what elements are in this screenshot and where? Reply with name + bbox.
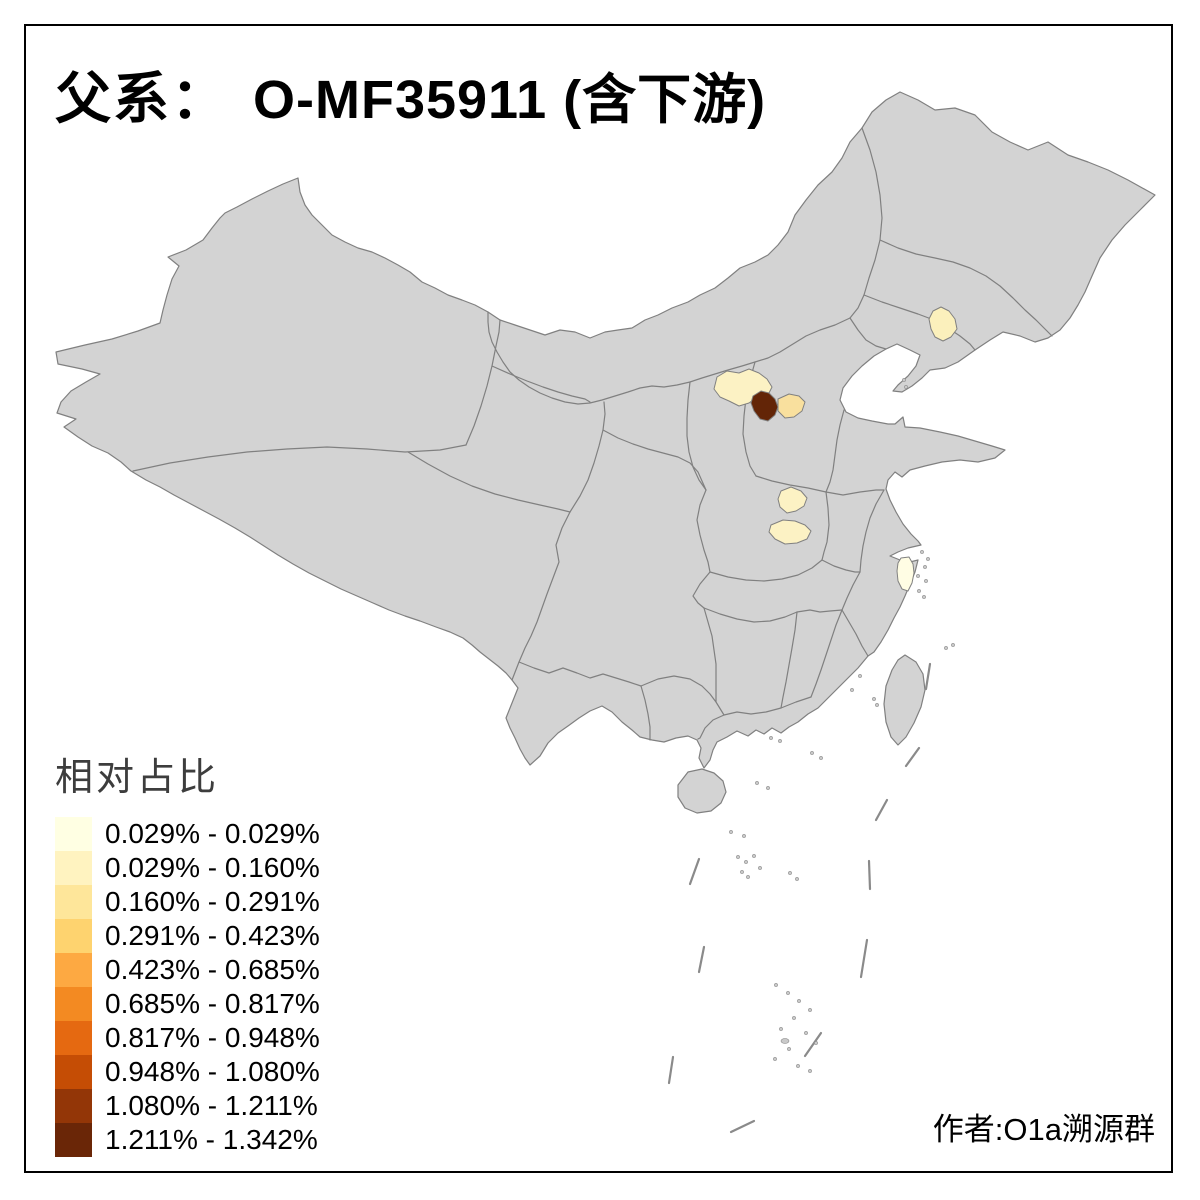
legend-label-1: 0.029% - 0.029%	[105, 818, 320, 849]
attribution: 作者:O1a溯源群	[932, 1112, 1155, 1147]
legend-label-10: 1.211% - 1.342%	[105, 1124, 318, 1155]
legend-swatch-1	[55, 817, 92, 851]
legend-swatch-3	[55, 885, 92, 919]
legend-label-2: 0.029% - 0.160%	[105, 852, 320, 883]
legend-swatch-4	[55, 919, 92, 953]
page-title: 父系： O-MF35911 (含下游)	[55, 54, 766, 135]
legend-label-7: 0.817% - 0.948%	[105, 1022, 320, 1053]
taiwan-island	[883, 654, 926, 746]
legend-swatch-10	[55, 1123, 92, 1157]
plot-frame	[24, 24, 1173, 1173]
legend-title: 相对占比	[55, 757, 220, 799]
legend-swatch-9	[55, 1089, 92, 1123]
legend-row: 0.160% - 0.291%	[55, 885, 320, 919]
legend-label-6: 0.685% - 0.817%	[105, 988, 320, 1019]
legend-row: 0.423% - 0.685%	[55, 953, 320, 987]
highlight-region-3	[777, 393, 806, 419]
nine-dash-line	[667, 662, 932, 1134]
legend-row: 0.817% - 0.948%	[55, 1021, 320, 1055]
legend-swatch-6	[55, 987, 92, 1021]
legend-label-9: 1.080% - 1.211%	[105, 1090, 318, 1121]
title-haplogroup: O-MF35911 (含下游)	[253, 70, 767, 130]
legend-row: 0.291% - 0.423%	[55, 919, 320, 953]
hainan-island	[677, 768, 727, 814]
legend-row: 0.029% - 0.160%	[55, 851, 320, 885]
highlight-region-4	[928, 306, 958, 342]
legend-row: 1.211% - 1.342%	[55, 1123, 320, 1157]
title-prefix: 父系：	[55, 69, 229, 131]
legend-row: 0.685% - 0.817%	[55, 987, 320, 1021]
legend-swatch-2	[55, 851, 92, 885]
offshore-islets	[729, 378, 955, 1073]
legend-swatch-7	[55, 1021, 92, 1055]
legend-label-4: 0.291% - 0.423%	[105, 920, 320, 951]
legend-swatch-8	[55, 1055, 92, 1089]
legend-swatch-5	[55, 953, 92, 987]
highlighted-regions	[713, 306, 958, 592]
legend-row: 0.029% - 0.029%	[55, 817, 320, 851]
highlight-region-2	[750, 390, 779, 422]
legend-row: 1.080% - 1.211%	[55, 1089, 320, 1123]
province-borders	[132, 127, 1053, 741]
highlight-region-5	[777, 486, 808, 514]
highlight-region-6	[768, 519, 812, 545]
legend-label-5: 0.423% - 0.685%	[105, 954, 320, 985]
legend-label-8: 0.948% - 1.080%	[105, 1056, 320, 1087]
highlight-region-7	[896, 556, 915, 592]
legend-row: 0.948% - 1.080%	[55, 1055, 320, 1089]
legend-label-3: 0.160% - 0.291%	[105, 886, 320, 917]
mainland-landmass	[55, 91, 1156, 769]
legend: 相对占比 0.029% - 0.029% 0.029% - 0.160% 0.1…	[55, 746, 320, 1157]
